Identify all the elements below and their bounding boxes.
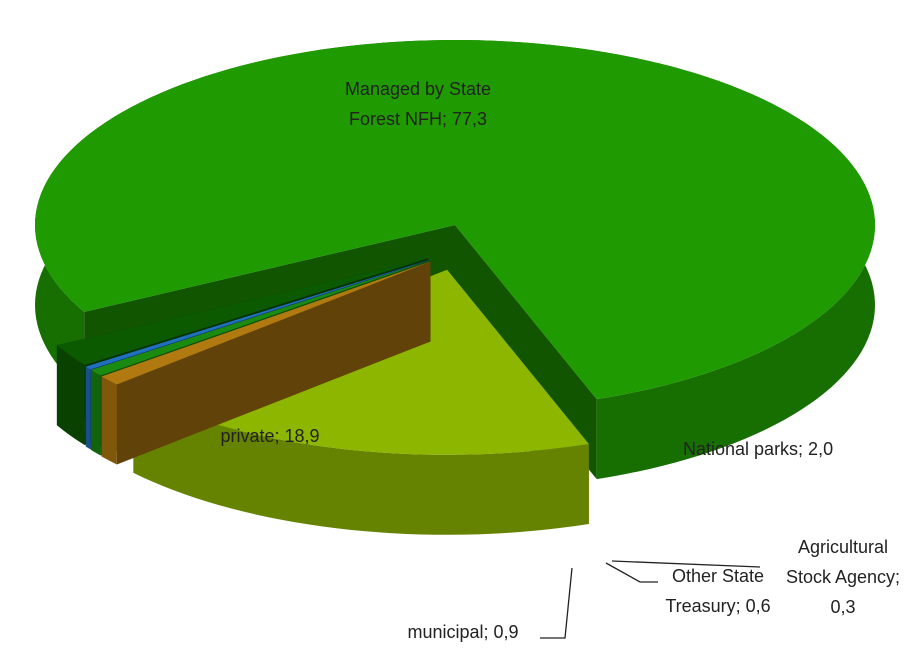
data-label-line: Treasury; 0,6	[665, 596, 770, 616]
slice-side	[56, 345, 85, 446]
slice-side	[90, 370, 101, 456]
slice	[56, 258, 428, 366]
data-label: Managed by State Forest NFH; 77,3	[345, 79, 491, 129]
slice	[35, 40, 875, 400]
data-label: municipal; 0,9	[407, 622, 518, 642]
data-label-line: municipal; 0,9	[407, 622, 518, 642]
data-label: private; 18,9	[220, 426, 319, 446]
leader-line	[540, 567, 573, 639]
slice-side	[133, 392, 589, 535]
leader-line	[611, 560, 761, 568]
data-label-line: Managed by State	[345, 79, 491, 99]
slice-side	[101, 376, 117, 465]
slice-side	[85, 366, 91, 450]
data-label-line: Agricultural	[798, 537, 888, 557]
data-label-line: 0,3	[830, 597, 855, 617]
data-label: National parks; 2,0	[683, 439, 833, 459]
data-label-line: Stock Agency;	[786, 567, 900, 587]
data-label-line: private; 18,9	[220, 426, 319, 446]
slice	[101, 261, 431, 385]
slice	[90, 260, 430, 376]
slice	[85, 259, 430, 370]
data-label: Agricultural Stock Agency; 0,3	[786, 537, 900, 617]
data-label-line: Other State	[672, 566, 764, 586]
data-label-line: National parks; 2,0	[683, 439, 833, 459]
slice-wall	[101, 261, 431, 457]
data-label: Other State Treasury; 0,6	[665, 566, 770, 616]
leader-line	[605, 562, 658, 583]
data-label-line: Forest NFH; 77,3	[349, 109, 487, 129]
